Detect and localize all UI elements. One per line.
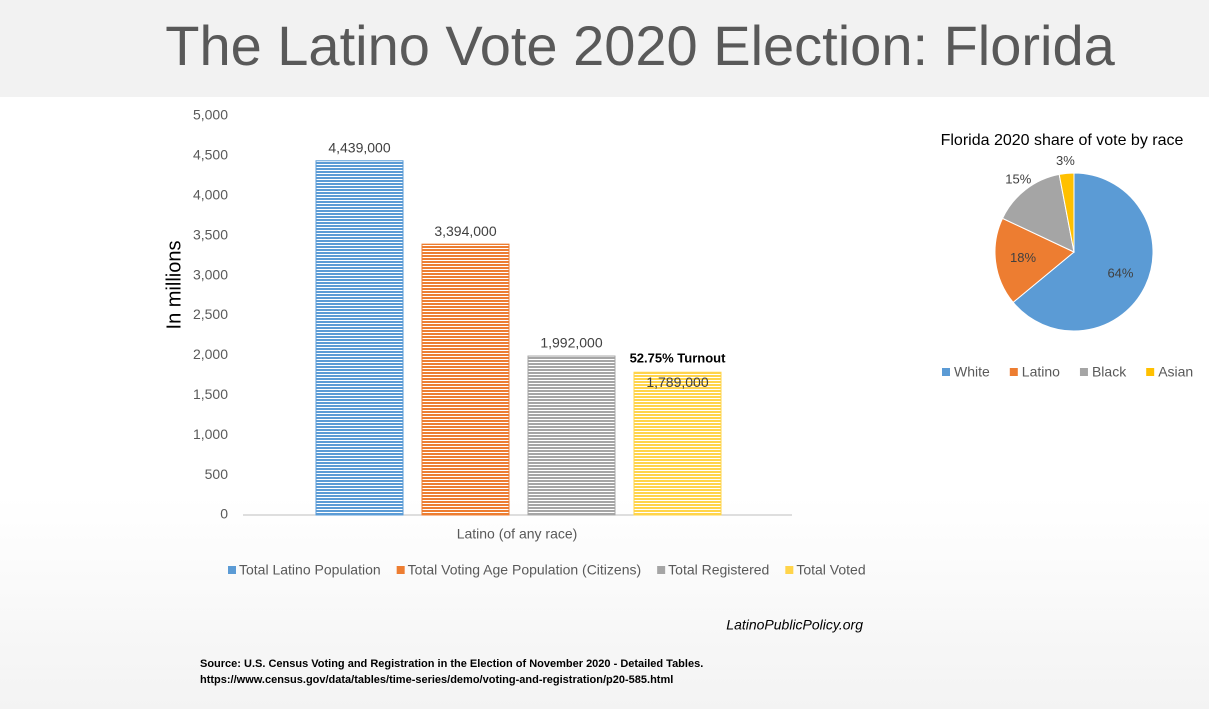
header-band — [0, 0, 1209, 97]
website: LatinoPublicPolicy.org — [726, 617, 863, 633]
bar — [315, 160, 404, 516]
legend-label: Total Voted — [796, 562, 865, 578]
y-tick-label: 0 — [220, 506, 228, 522]
pie-slice — [994, 217, 1075, 304]
data-label: 1,789,000 — [646, 374, 708, 390]
legend-swatch — [657, 566, 666, 574]
data-label: 1,992,000 — [540, 335, 602, 351]
legend-label: Black — [1092, 364, 1127, 380]
y-tick-label: 1,500 — [193, 386, 228, 402]
legend-swatch — [942, 368, 950, 376]
data-label: 3,394,000 — [434, 223, 496, 239]
bar — [633, 371, 722, 516]
legend-label: Total Registered — [668, 562, 769, 578]
legend-swatch — [1146, 368, 1155, 376]
pie-label: 3% — [1056, 153, 1075, 168]
x-category-label: Latino (of any race) — [457, 526, 578, 542]
legend-label: Total Latino Population — [239, 562, 381, 578]
bar — [421, 243, 510, 516]
pie-slice — [1012, 172, 1154, 332]
y-tick-label: 3,000 — [193, 266, 228, 282]
source-line: https://www.census.gov/data/tables/time-… — [200, 674, 673, 686]
pie-label: 64% — [1107, 265, 1133, 280]
pie-title: Florida 2020 share of vote by race — [941, 132, 1184, 149]
legend-swatch — [228, 566, 236, 574]
legend-label: White — [954, 364, 990, 380]
y-tick-label: 2,000 — [193, 346, 228, 362]
y-tick-label: 500 — [205, 466, 229, 482]
y-tick-label: 4,500 — [193, 147, 228, 163]
y-axis-title: In millions — [163, 241, 185, 330]
pie-slice — [1001, 173, 1075, 253]
pie-label: 18% — [1010, 250, 1036, 265]
y-tick-label: 2,500 — [193, 306, 228, 322]
y-tick-label: 3,500 — [193, 226, 228, 242]
y-tick-label: 4,000 — [193, 187, 228, 203]
legend-label: Asian — [1158, 364, 1193, 380]
legend-label: Total Voting Age Population (Citizens) — [408, 562, 641, 578]
legend-swatch — [1009, 368, 1018, 376]
source-line: Source: U.S. Census Voting and Registrat… — [200, 658, 703, 670]
pie-label: 15% — [1005, 172, 1031, 187]
legend-label: Latino — [1022, 364, 1060, 380]
slide-title: The Latino Vote 2020 Election: Florida — [165, 14, 1115, 77]
annotation: 52.75% Turnout — [630, 351, 727, 366]
bar — [527, 355, 616, 516]
data-label: 4,439,000 — [328, 139, 390, 155]
pie-slice — [1058, 172, 1075, 253]
legend-swatch — [1079, 368, 1088, 376]
legend-swatch — [785, 566, 794, 574]
y-tick-label: 1,000 — [193, 426, 228, 442]
legend-swatch — [396, 566, 405, 574]
y-tick-label: 5,000 — [193, 107, 228, 123]
